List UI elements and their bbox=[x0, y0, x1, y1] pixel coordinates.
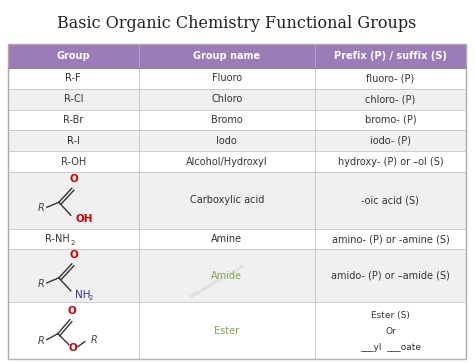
Text: Ester (S): Ester (S) bbox=[371, 311, 410, 320]
Bar bbox=[8, 44, 466, 359]
Text: Amine: Amine bbox=[211, 234, 242, 244]
Text: O: O bbox=[67, 306, 76, 316]
Bar bbox=[315, 249, 466, 302]
Text: -oic acid (S): -oic acid (S) bbox=[362, 195, 419, 205]
Bar bbox=[315, 229, 466, 249]
Circle shape bbox=[190, 243, 246, 299]
Text: Carboxylic acid: Carboxylic acid bbox=[190, 195, 264, 205]
Bar bbox=[138, 229, 315, 249]
Bar bbox=[138, 172, 315, 229]
Text: R-I: R-I bbox=[67, 136, 80, 146]
Text: R-Br: R-Br bbox=[63, 115, 83, 125]
Bar bbox=[8, 249, 138, 302]
Bar bbox=[8, 44, 466, 68]
Text: R: R bbox=[91, 335, 98, 344]
Text: fluoro- (P): fluoro- (P) bbox=[366, 73, 415, 83]
Bar bbox=[8, 229, 138, 249]
Text: amino- (P) or -amine (S): amino- (P) or -amine (S) bbox=[331, 234, 449, 244]
Bar bbox=[8, 110, 138, 130]
Text: hydroxy- (P) or –ol (S): hydroxy- (P) or –ol (S) bbox=[337, 156, 443, 167]
Text: Or: Or bbox=[385, 327, 396, 336]
Text: Fluoro: Fluoro bbox=[211, 73, 242, 83]
Text: NH: NH bbox=[75, 290, 91, 300]
Bar bbox=[315, 302, 466, 359]
Text: O: O bbox=[68, 343, 77, 353]
Text: O: O bbox=[70, 174, 78, 184]
Text: Amide: Amide bbox=[211, 271, 242, 281]
Bar bbox=[315, 110, 466, 130]
Bar bbox=[315, 130, 466, 151]
Bar bbox=[138, 302, 315, 359]
Bar bbox=[8, 151, 138, 172]
Text: Basic Organic Chemistry Functional Groups: Basic Organic Chemistry Functional Group… bbox=[57, 15, 417, 32]
Text: Bromo: Bromo bbox=[211, 115, 243, 125]
Text: Group name: Group name bbox=[193, 51, 260, 61]
Bar bbox=[8, 172, 138, 229]
Text: Iodo: Iodo bbox=[216, 136, 237, 146]
Text: Prefix (P) / suffix (S): Prefix (P) / suffix (S) bbox=[334, 51, 447, 61]
Text: Alcohol/Hydroxyl: Alcohol/Hydroxyl bbox=[186, 156, 267, 167]
Bar bbox=[8, 130, 138, 151]
Text: O: O bbox=[70, 250, 78, 260]
Text: www.zenofchemistry.com: www.zenofchemistry.com bbox=[190, 263, 246, 298]
Text: amido- (P) or –amide (S): amido- (P) or –amide (S) bbox=[331, 271, 450, 281]
Text: 2: 2 bbox=[89, 295, 93, 301]
Text: R: R bbox=[37, 203, 44, 213]
Text: Ester: Ester bbox=[214, 326, 239, 336]
Text: 2: 2 bbox=[70, 240, 74, 245]
Bar bbox=[138, 68, 315, 89]
Text: R-NH: R-NH bbox=[45, 234, 69, 244]
Bar bbox=[8, 302, 138, 359]
Text: chloro- (P): chloro- (P) bbox=[365, 94, 416, 104]
Text: R: R bbox=[37, 279, 44, 289]
Bar bbox=[315, 172, 466, 229]
Text: R-F: R-F bbox=[65, 73, 81, 83]
Bar bbox=[315, 68, 466, 89]
Bar bbox=[138, 130, 315, 151]
Text: R-OH: R-OH bbox=[61, 156, 86, 167]
Text: iodo- (P): iodo- (P) bbox=[370, 136, 411, 146]
Bar bbox=[8, 89, 138, 110]
Text: Chloro: Chloro bbox=[211, 94, 242, 104]
Bar bbox=[138, 110, 315, 130]
Text: Group: Group bbox=[56, 51, 90, 61]
Text: R-Cl: R-Cl bbox=[64, 94, 83, 104]
Bar bbox=[138, 151, 315, 172]
Bar bbox=[315, 89, 466, 110]
Text: bromo- (P): bromo- (P) bbox=[365, 115, 416, 125]
Bar bbox=[138, 249, 315, 302]
Bar bbox=[138, 89, 315, 110]
Bar bbox=[315, 151, 466, 172]
Text: R: R bbox=[37, 336, 44, 346]
Text: ___yl  ___oate: ___yl ___oate bbox=[360, 343, 421, 352]
Bar bbox=[8, 68, 138, 89]
Text: OH: OH bbox=[76, 214, 93, 224]
